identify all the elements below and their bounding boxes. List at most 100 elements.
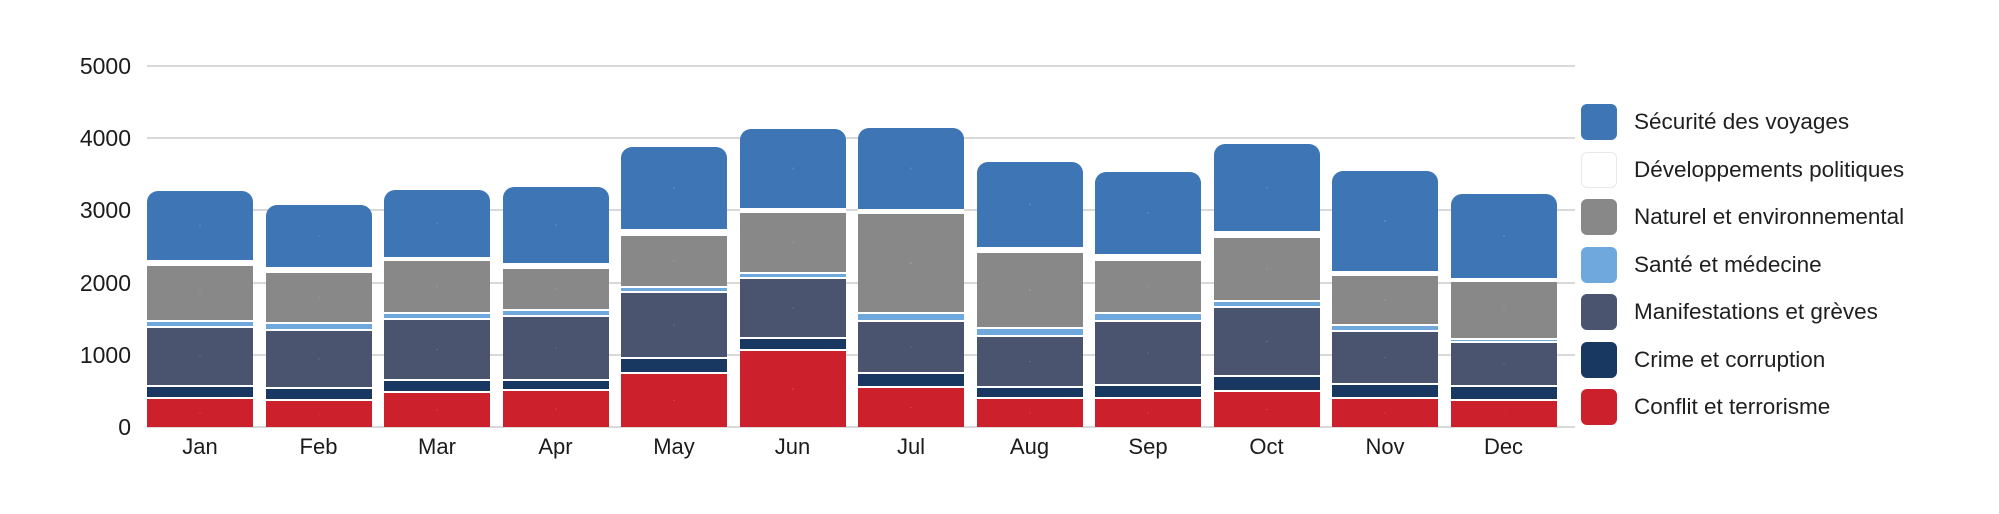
segment-s-curit-des-voyages-jun[interactable] (739, 128, 846, 208)
segment-crime-et-corruption-aug[interactable] (976, 385, 1083, 398)
segment-manifestations-et-gr-ves-aug[interactable] (976, 334, 1083, 386)
segment-s-curit-des-voyages-dec[interactable] (1450, 193, 1557, 278)
segment-sant-et-m-decine-aug[interactable] (976, 327, 1083, 335)
segment-naturel-et-environnemental-may[interactable] (621, 233, 727, 286)
legend-item-manifestations-et-gr-ves[interactable]: Manifestations et grèves (1581, 294, 1904, 330)
segment-manifestations-et-gr-ves-oct[interactable] (1213, 306, 1320, 376)
segment-s-curit-des-voyages-jan[interactable] (147, 190, 253, 260)
segment-crime-et-corruption-apr[interactable] (502, 378, 609, 390)
segment-conflit-et-terrorisme-apr[interactable] (502, 389, 609, 427)
segment-conflit-et-terrorisme-oct[interactable] (1213, 390, 1320, 427)
segment-s-curit-des-voyages-may[interactable] (621, 146, 727, 230)
segment-conflit-et-terrorisme-nov[interactable] (1332, 397, 1438, 427)
segment-d-veloppements-politiques-may[interactable] (621, 229, 727, 234)
segment-s-curit-des-voyages-aug[interactable] (976, 162, 1083, 247)
segment-manifestations-et-gr-ves-jun[interactable] (739, 276, 846, 338)
legend-item-d-veloppements-politiques[interactable]: Développements politiques (1581, 151, 1904, 188)
segment-sant-et-m-decine-dec[interactable] (1450, 337, 1557, 342)
segment-naturel-et-environnemental-mar[interactable] (384, 258, 490, 312)
segment-d-veloppements-politiques-sep[interactable] (1095, 254, 1201, 259)
bar-sep (1095, 172, 1201, 427)
segment-crime-et-corruption-jan[interactable] (147, 385, 253, 397)
gridline-0 (147, 426, 1575, 428)
segment-d-veloppements-politiques-feb[interactable] (265, 267, 372, 272)
segment-d-veloppements-politiques-mar[interactable] (384, 256, 490, 259)
segment-d-veloppements-politiques-aug[interactable] (976, 246, 1083, 251)
segment-naturel-et-environnemental-jun[interactable] (739, 211, 846, 272)
legend-swatch-icon-conflit-et-terrorisme (1581, 389, 1617, 425)
segment-conflit-et-terrorisme-mar[interactable] (384, 390, 490, 427)
segment-manifestations-et-gr-ves-jan[interactable] (147, 325, 253, 386)
segment-crime-et-corruption-mar[interactable] (384, 379, 490, 391)
segment-naturel-et-environnemental-oct[interactable] (1213, 236, 1320, 300)
segment-s-curit-des-voyages-jul[interactable] (858, 128, 964, 210)
segment-s-curit-des-voyages-mar[interactable] (384, 190, 490, 257)
segment-sant-et-m-decine-feb[interactable] (265, 322, 372, 329)
segment-conflit-et-terrorisme-jul[interactable] (858, 385, 964, 427)
segment-d-veloppements-politiques-nov[interactable] (1332, 271, 1438, 274)
segment-crime-et-corruption-dec[interactable] (1450, 385, 1557, 399)
segment-manifestations-et-gr-ves-sep[interactable] (1095, 320, 1201, 384)
segment-manifestations-et-gr-ves-nov[interactable] (1332, 330, 1438, 383)
segment-sant-et-m-decine-may[interactable] (621, 285, 727, 292)
segment-sant-et-m-decine-jun[interactable] (739, 271, 846, 277)
segment-naturel-et-environnemental-feb[interactable] (265, 271, 372, 323)
segment-sant-et-m-decine-mar[interactable] (384, 311, 490, 318)
segment-s-curit-des-voyages-sep[interactable] (1095, 172, 1201, 255)
segment-conflit-et-terrorisme-aug[interactable] (976, 397, 1083, 427)
legend-item-crime-et-corruption[interactable]: Crime et corruption (1581, 341, 1904, 378)
segment-crime-et-corruption-sep[interactable] (1095, 383, 1201, 397)
segment-d-veloppements-politiques-jan[interactable] (147, 259, 253, 264)
segment-naturel-et-environnemental-jul[interactable] (858, 211, 964, 312)
legend-swatch-icon-d-veloppements-politiques (1581, 151, 1617, 188)
segment-s-curit-des-voyages-nov[interactable] (1332, 170, 1438, 272)
segment-manifestations-et-gr-ves-dec[interactable] (1450, 341, 1557, 386)
segment-manifestations-et-gr-ves-jul[interactable] (858, 320, 964, 373)
segment-d-veloppements-politiques-dec[interactable] (1450, 277, 1557, 280)
segment-crime-et-corruption-oct[interactable] (1213, 375, 1320, 391)
segment-conflit-et-terrorisme-dec[interactable] (1450, 398, 1557, 427)
segment-sant-et-m-decine-sep[interactable] (1095, 311, 1201, 321)
segment-naturel-et-environnemental-nov[interactable] (1332, 273, 1438, 324)
segment-conflit-et-terrorisme-may[interactable] (621, 372, 727, 427)
segment-manifestations-et-gr-ves-may[interactable] (621, 291, 727, 357)
segment-s-curit-des-voyages-feb[interactable] (265, 204, 372, 268)
segment-crime-et-corruption-nov[interactable] (1332, 382, 1438, 398)
segment-crime-et-corruption-may[interactable] (621, 356, 727, 373)
segment-conflit-et-terrorisme-sep[interactable] (1095, 396, 1201, 427)
segment-crime-et-corruption-jun[interactable] (739, 337, 846, 350)
segment-s-curit-des-voyages-oct[interactable] (1213, 144, 1320, 232)
segment-sant-et-m-decine-oct[interactable] (1213, 299, 1320, 307)
segment-sant-et-m-decine-nov[interactable] (1332, 323, 1438, 331)
segment-conflit-et-terrorisme-jan[interactable] (147, 396, 253, 427)
segment-manifestations-et-gr-ves-mar[interactable] (384, 318, 490, 380)
legend-label: Conflit et terrorisme (1634, 394, 1831, 419)
segment-manifestations-et-gr-ves-apr[interactable] (502, 315, 609, 379)
bar-jun (739, 128, 846, 427)
legend-item-sant-et-m-decine[interactable]: Santé et médecine (1581, 246, 1904, 283)
segment-crime-et-corruption-jul[interactable] (858, 372, 964, 386)
segment-naturel-et-environnemental-apr[interactable] (502, 267, 609, 310)
segment-conflit-et-terrorisme-jun[interactable] (739, 349, 846, 427)
segment-naturel-et-environnemental-jan[interactable] (147, 263, 253, 321)
segment-s-curit-des-voyages-apr[interactable] (502, 186, 609, 264)
segment-sant-et-m-decine-jul[interactable] (858, 311, 964, 321)
bar-nov (1332, 170, 1438, 427)
segment-crime-et-corruption-feb[interactable] (265, 386, 372, 399)
segment-naturel-et-environnemental-sep[interactable] (1095, 258, 1201, 312)
legend-item-naturel-et-environnemental[interactable]: Naturel et environnemental (1581, 199, 1904, 235)
segment-conflit-et-terrorisme-feb[interactable] (265, 398, 372, 427)
segment-d-veloppements-politiques-jun[interactable] (739, 207, 846, 212)
segment-sant-et-m-decine-jan[interactable] (147, 320, 253, 326)
segment-d-veloppements-politiques-oct[interactable] (1213, 231, 1320, 237)
segment-manifestations-et-gr-ves-feb[interactable] (265, 328, 372, 387)
segment-naturel-et-environnemental-aug[interactable] (976, 250, 1083, 328)
segment-naturel-et-environnemental-dec[interactable] (1450, 279, 1557, 338)
segment-d-veloppements-politiques-apr[interactable] (502, 263, 609, 268)
segment-sant-et-m-decine-apr[interactable] (502, 309, 609, 316)
bar-feb (265, 204, 372, 427)
legend-item-s-curit-des-voyages[interactable]: Sécurité des voyages (1581, 104, 1904, 140)
segment-d-veloppements-politiques-jul[interactable] (858, 209, 964, 212)
legend-item-conflit-et-terrorisme[interactable]: Conflit et terrorisme (1581, 389, 1904, 425)
